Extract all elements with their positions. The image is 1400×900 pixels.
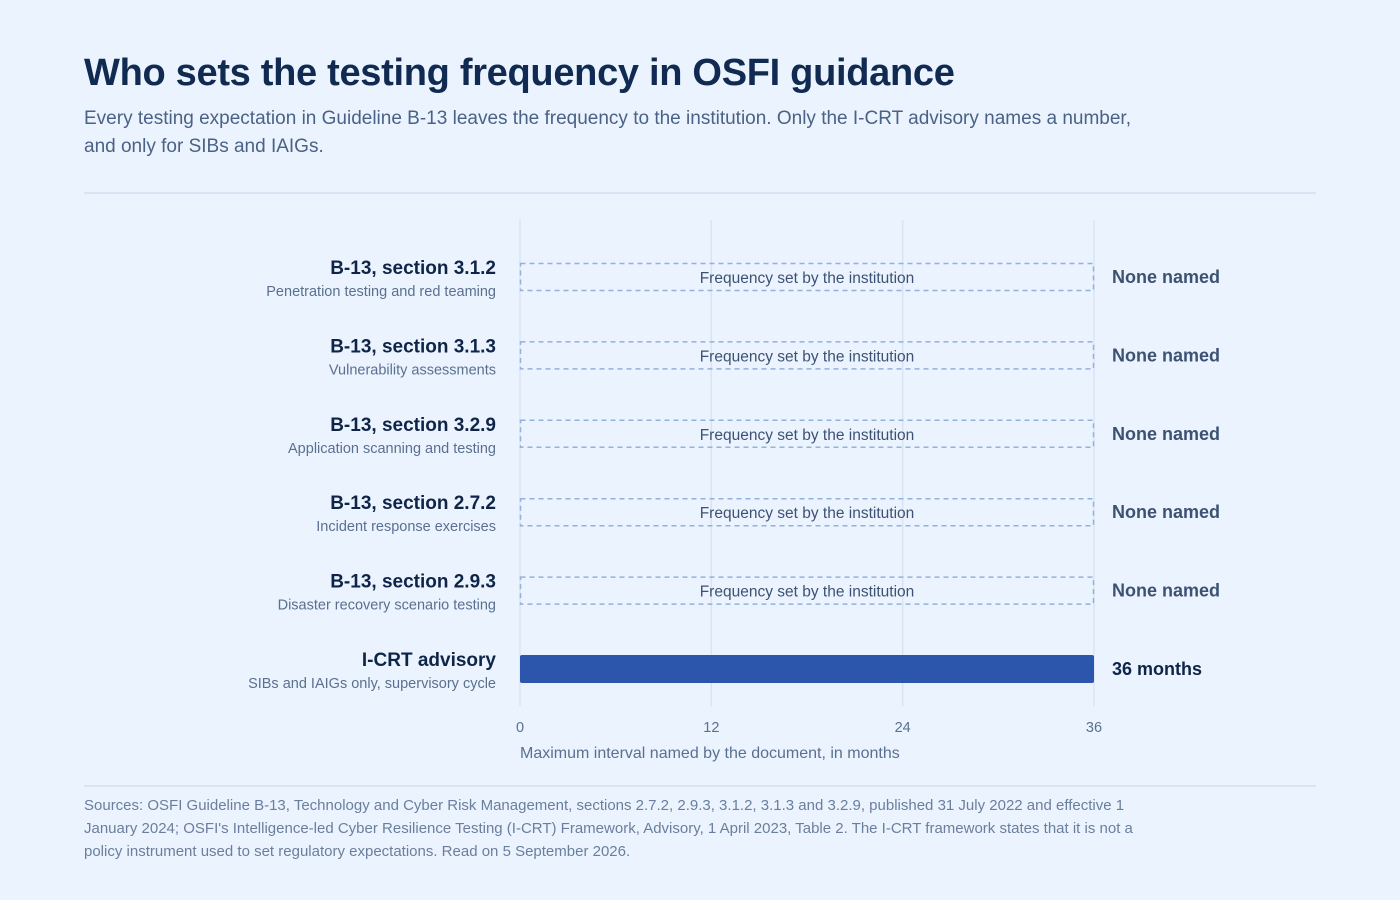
value-label: None named (1112, 502, 1220, 522)
category-label: B-13, section 3.1.2 (330, 258, 496, 279)
placeholder-label: Frequency set by the institution (700, 427, 915, 444)
placeholder-bar (519, 341, 1095, 370)
value-label: None named (1112, 345, 1220, 365)
chart-title: Who sets the testing frequency in OSFI g… (84, 52, 955, 94)
placeholder-label: Frequency set by the institution (700, 584, 915, 601)
category-label: B-13, section 2.7.2 (330, 493, 496, 514)
placeholder-bar (519, 576, 1095, 605)
chart-subtitle: Every testing expectation in Guideline B… (84, 108, 1131, 157)
value-label: 36 months (1112, 659, 1202, 679)
category-sublabel: Incident response exercises (316, 519, 496, 535)
category-sublabel: SIBs and IAIGs only, supervisory cycle (248, 676, 496, 692)
placeholder-label: Frequency set by the institution (700, 348, 915, 365)
category-sublabel: Vulnerability assessments (329, 362, 496, 378)
x-axis-label: Maximum interval named by the document, … (520, 745, 900, 762)
category-sublabel: Disaster recovery scenario testing (278, 598, 496, 614)
x-tick-label: 0 (516, 720, 524, 736)
top-divider (84, 192, 1316, 194)
x-tick-label: 24 (895, 720, 911, 736)
category-label: B-13, section 3.1.3 (330, 336, 496, 357)
placeholder-bar (519, 497, 1095, 527)
placeholder-bar (519, 262, 1095, 292)
bottom-divider (84, 785, 1316, 787)
category-sublabel: Penetration testing and red teaming (266, 284, 496, 300)
x-tick-label: 36 (1086, 720, 1102, 736)
category-label: B-13, section 2.9.3 (330, 572, 496, 593)
value-label: None named (1112, 267, 1220, 287)
category-label: I-CRT advisory (362, 650, 497, 671)
placeholder-bar (519, 419, 1095, 449)
category-sublabel: Application scanning and testing (288, 441, 496, 457)
value-label: None named (1112, 581, 1220, 601)
x-tick-label: 12 (703, 720, 719, 736)
placeholder-label: Frequency set by the institution (700, 505, 915, 522)
sources-note: Sources: OSFI Guideline B-13, Technology… (84, 797, 1133, 860)
value-label: None named (1112, 424, 1220, 444)
data-bar (520, 655, 1094, 683)
category-label: B-13, section 3.2.9 (330, 415, 496, 436)
placeholder-label: Frequency set by the institution (700, 270, 915, 287)
